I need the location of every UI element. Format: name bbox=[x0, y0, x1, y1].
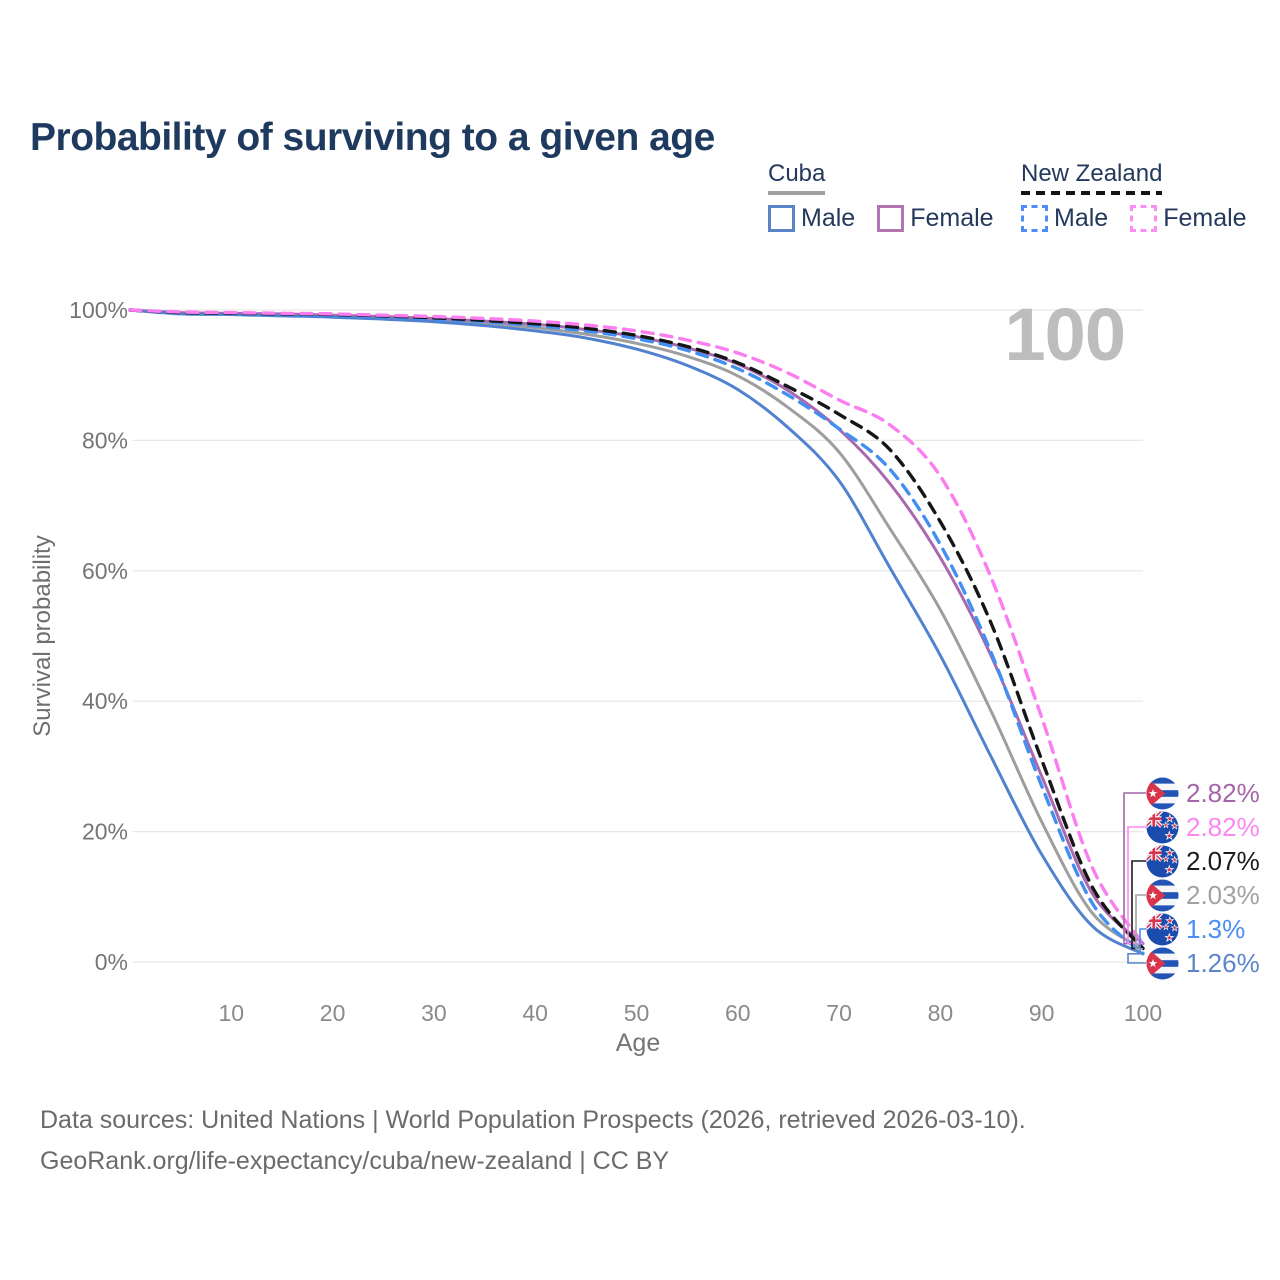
end-label-new-zealand-male: 1.3% bbox=[1146, 912, 1245, 946]
curve-new-zealand-male[interactable] bbox=[128, 308, 1145, 956]
legend-items-new-zealand: Male Female bbox=[1021, 204, 1247, 233]
page-title: Probability of surviving to a given age bbox=[30, 116, 715, 160]
x-tick-label: 50 bbox=[624, 1000, 650, 1026]
legend-item-label: Female bbox=[910, 204, 994, 232]
x-tick-label: 90 bbox=[1029, 1000, 1055, 1026]
x-tick-label: 80 bbox=[928, 1000, 954, 1026]
legend-item-new-zealand-male[interactable]: Male bbox=[1021, 204, 1108, 233]
end-label-cuba-male: 1.26% bbox=[1146, 946, 1260, 980]
legend-group-new-zealand-title: New Zealand bbox=[1021, 160, 1163, 187]
legend-item-label: Male bbox=[801, 204, 856, 232]
x-tick-label: 30 bbox=[421, 1000, 447, 1026]
legend-group-cuba-title: Cuba bbox=[768, 160, 826, 187]
cuba-flag-icon bbox=[1146, 776, 1179, 810]
x-tick-label: 60 bbox=[725, 1000, 751, 1026]
y-tick-label: 80% bbox=[82, 427, 128, 453]
legend-group-cuba-title-wrap: Cuba bbox=[768, 160, 826, 195]
new-zealand-dashed-line-sample bbox=[1021, 191, 1163, 195]
end-label-cuba-both-sexes: 2.03% bbox=[1146, 878, 1260, 912]
cuba-flag-icon bbox=[1146, 946, 1179, 980]
legend-group-cuba: Cuba Male Female bbox=[768, 160, 994, 233]
legend-item-label: Female bbox=[1163, 204, 1247, 232]
x-axis-title: Age bbox=[616, 1029, 660, 1057]
x-tick-label: 10 bbox=[219, 1000, 245, 1026]
end-label-value: 1.3% bbox=[1186, 913, 1246, 944]
y-tick-label: 60% bbox=[82, 558, 128, 584]
new-zealand-female-swatch-icon bbox=[1130, 205, 1158, 232]
end-labels: 2.82% 2.82% 2.07% 2.03% 1.3% 1.26% bbox=[1146, 776, 1276, 986]
end-label-connector-cuba-male bbox=[1127, 953, 1146, 964]
y-tick-label: 40% bbox=[82, 688, 128, 714]
x-tick-label: 40 bbox=[522, 1000, 548, 1026]
end-label-value: 1.26% bbox=[1186, 947, 1260, 978]
legend-item-cuba-male[interactable]: Male bbox=[768, 204, 855, 233]
new-zealand-flag-icon bbox=[1146, 912, 1179, 946]
x-tick-label: 70 bbox=[826, 1000, 852, 1026]
legend-item-cuba-female[interactable]: Female bbox=[877, 204, 994, 233]
y-tick-label: 100% bbox=[69, 297, 128, 323]
end-label-value: 2.82% bbox=[1186, 777, 1260, 808]
legend-item-new-zealand-female[interactable]: Female bbox=[1130, 204, 1247, 233]
footer: Data sources: United Nations | World Pop… bbox=[40, 1100, 1026, 1182]
end-label-new-zealand-female: 2.82% bbox=[1146, 810, 1260, 844]
footer-attribution: GeoRank.org/life-expectancy/cuba/new-zea… bbox=[40, 1147, 670, 1175]
new-zealand-male-swatch-icon bbox=[1021, 205, 1048, 232]
new-zealand-flag-icon bbox=[1146, 810, 1179, 844]
cuba-female-swatch-icon bbox=[877, 205, 905, 232]
end-label-value: 2.03% bbox=[1186, 879, 1260, 910]
legend-items-cuba: Male Female bbox=[768, 204, 994, 233]
x-tick-label: 20 bbox=[320, 1000, 346, 1026]
curve-cuba-male[interactable] bbox=[128, 308, 1145, 956]
end-label-connector-new-zealand-female bbox=[1127, 826, 1146, 945]
end-label-value: 2.82% bbox=[1186, 811, 1260, 842]
end-label-value: 2.07% bbox=[1186, 845, 1260, 876]
legend-group-new-zealand: New Zealand Male Female bbox=[1021, 160, 1247, 233]
cuba-male-swatch-icon bbox=[768, 205, 795, 232]
end-label-new-zealand-both-sexes: 2.07% bbox=[1146, 844, 1260, 878]
age-counter-watermark: 100 bbox=[1004, 293, 1126, 376]
curve-cuba-both-sexes[interactable] bbox=[128, 308, 1145, 951]
y-tick-label: 20% bbox=[82, 819, 128, 845]
footer-data-sources: Data sources: United Nations | World Pop… bbox=[40, 1106, 1026, 1134]
cuba-flag-icon bbox=[1146, 878, 1179, 912]
end-label-cuba-female: 2.82% bbox=[1146, 776, 1260, 810]
curve-new-zealand-female[interactable] bbox=[128, 308, 1145, 946]
legend-item-label: Male bbox=[1054, 204, 1109, 232]
new-zealand-flag-icon bbox=[1146, 844, 1179, 878]
y-axis-title: Survival probability bbox=[29, 535, 56, 737]
legend-group-new-zealand-title-wrap: New Zealand bbox=[1021, 160, 1163, 195]
x-tick-label: 100 bbox=[1124, 1000, 1162, 1026]
y-tick-label: 0% bbox=[95, 949, 128, 975]
curve-new-zealand-both-sexes[interactable] bbox=[128, 308, 1145, 951]
cuba-solid-line-sample bbox=[768, 191, 826, 195]
